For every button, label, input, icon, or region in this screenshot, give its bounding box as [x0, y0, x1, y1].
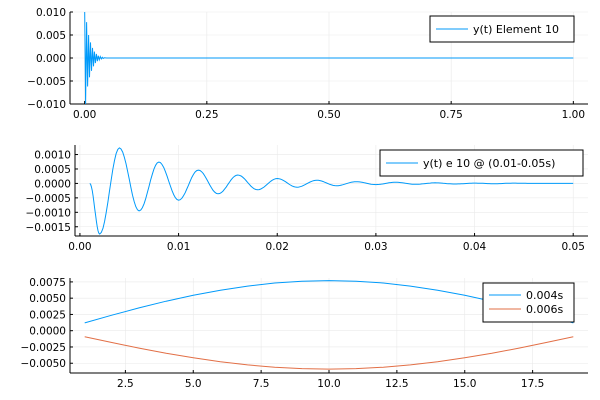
x-tick-label: 0.00 [68, 241, 91, 253]
legend-label: 0.004s [526, 289, 563, 302]
x-tick-label: 1.00 [562, 109, 585, 121]
x-tick-label: 10.0 [317, 378, 340, 390]
y-tick-label: 0.010 [36, 7, 66, 19]
x-tick-label: 0.50 [317, 109, 340, 121]
subplot-1: 0.00 0.25 0.50 0.75 1.00 0.010 0.005 0.000 −0.00… [27, 7, 588, 121]
series-line-y-t-element-10 [84, 11, 574, 105]
x-tick-label: 17.5 [521, 378, 544, 390]
x-tick-label: 0.05 [562, 241, 585, 253]
y-tick-label: −0.0010 [25, 207, 71, 219]
x-tick-label: 0.75 [439, 109, 462, 121]
y-tick-label: −0.005 [27, 76, 66, 88]
x-tick-label: 0.01 [167, 241, 190, 253]
x-tick-label: 15.0 [453, 378, 476, 390]
y-tick-label: 0.0075 [29, 277, 66, 289]
subplot-3: 2.5 5.0 7.5 10.0 12.5 15.0 17.5 0.0075 0.0050 0.0… [20, 277, 588, 390]
legend: y(t) e 10 @ (0.01-0.05s) [379, 149, 584, 177]
y-tick-label: −0.0005 [25, 193, 71, 205]
x-tick-label: 5.0 [185, 378, 202, 390]
x-tick-label: 12.5 [385, 378, 408, 390]
legend: y(t) Element 10 [429, 15, 575, 43]
y-tick-label: 0.0010 [34, 150, 71, 162]
x-tick-label: 0.00 [73, 109, 96, 121]
legend-box [482, 282, 575, 323]
x-tick-label: 2.5 [117, 378, 134, 390]
y-tick-label: 0.005 [36, 30, 66, 42]
x-tick-label: 0.04 [463, 241, 487, 253]
y-tick-label: 0.0005 [34, 164, 71, 176]
y-tick-label: −0.0015 [25, 222, 71, 234]
series-line-y-t-e-10-0-01-0-05s- [89, 147, 574, 235]
y-tick-label: −0.010 [27, 99, 66, 111]
series-line-0-006s [84, 336, 574, 370]
legend-label: y(t) Element 10 [473, 23, 559, 36]
y-tick-label: 0.0025 [29, 309, 66, 321]
y-tick-label: −0.0050 [20, 358, 66, 370]
y-tick-label: 0.000 [36, 53, 66, 65]
x-tick-label: 0.02 [266, 241, 289, 253]
y-tick-label: 0.0050 [29, 293, 66, 305]
legend-label: 0.006s [526, 303, 563, 316]
y-tick-label: 0.0000 [29, 326, 66, 338]
y-tick-label: 0.0000 [34, 178, 71, 190]
x-tick-label: 0.25 [195, 109, 218, 121]
y-tick-label: −0.0025 [20, 342, 66, 354]
x-tick-label: 0.03 [364, 241, 387, 253]
x-tick-label: 7.5 [253, 378, 270, 390]
subplot-2: 0.00 0.01 0.02 0.03 0.04 0.05 0.0010 0.0005 0.00… [25, 145, 588, 253]
legend-label: y(t) e 10 @ (0.01-0.05s) [423, 157, 555, 170]
